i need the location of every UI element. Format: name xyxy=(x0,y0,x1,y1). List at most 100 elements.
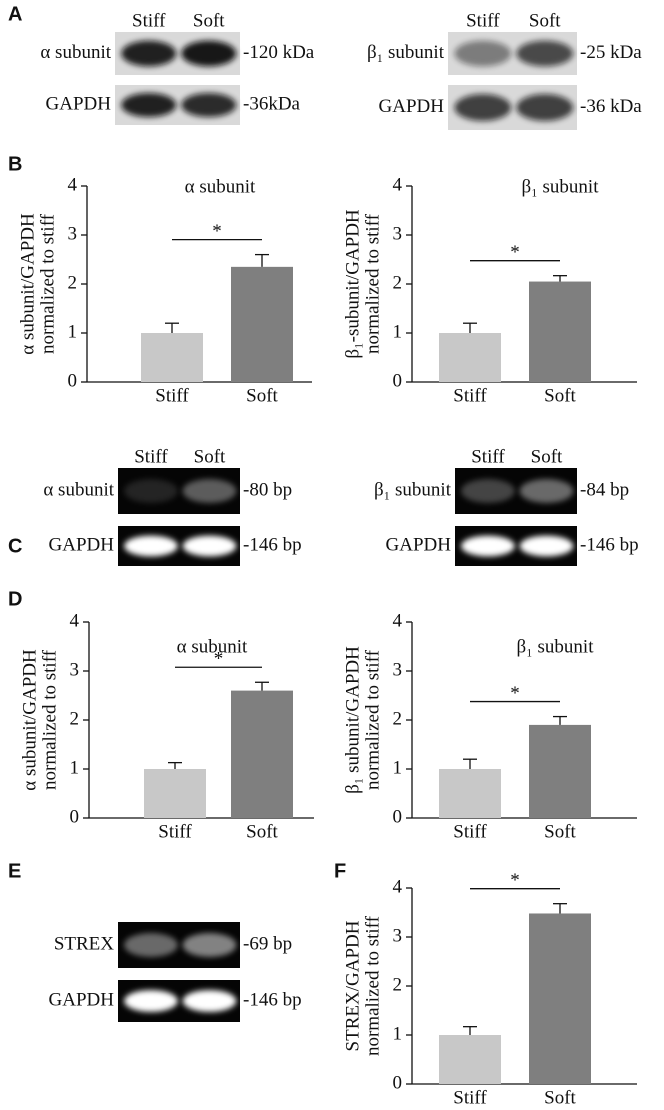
band xyxy=(461,535,515,557)
y-tick-label: 3 xyxy=(68,223,78,244)
error-bar xyxy=(463,1026,477,1035)
y-tick-label: 1 xyxy=(68,321,78,342)
bar xyxy=(141,333,203,382)
band xyxy=(124,535,178,557)
error-bar xyxy=(463,322,477,333)
y-tick-label: 0 xyxy=(393,1072,403,1093)
size-label: -120 kDa xyxy=(243,42,315,63)
error-bar xyxy=(553,903,567,914)
lane-label: Stiff xyxy=(471,446,505,467)
x-tick-label: Soft xyxy=(544,1087,576,1108)
band xyxy=(454,94,512,121)
size-label: -36kDa xyxy=(243,93,301,114)
band xyxy=(124,933,178,957)
bar xyxy=(529,281,591,382)
row-label: α subunit xyxy=(40,42,111,63)
y-tick-label: 0 xyxy=(70,806,80,827)
error-bar xyxy=(165,322,179,333)
band xyxy=(461,479,515,503)
x-tick-label: Soft xyxy=(246,821,278,842)
x-tick-label: Soft xyxy=(544,385,576,406)
y-tick-label: 3 xyxy=(393,659,403,680)
y-tick-label: 1 xyxy=(393,321,403,342)
y-axis-label: β₁-subunit/GAPDH xyxy=(342,209,363,359)
size-label: -69 bp xyxy=(243,933,292,954)
significance-mark: * xyxy=(510,242,520,263)
y-axis-label: normalized to stiff xyxy=(362,915,383,1056)
error-bar xyxy=(553,715,567,725)
chart-title: α subunit xyxy=(185,176,256,197)
y-tick-label: 4 xyxy=(393,174,403,195)
row-label: GAPDH xyxy=(49,989,115,1010)
panel-label: A xyxy=(8,3,22,25)
x-tick-label: Stiff xyxy=(453,385,487,406)
band xyxy=(516,40,574,67)
y-tick-label: 2 xyxy=(68,272,78,293)
band xyxy=(519,535,574,557)
band xyxy=(182,990,237,1012)
y-tick-label: 1 xyxy=(393,757,403,778)
error-bar xyxy=(168,761,182,769)
y-tick-label: 0 xyxy=(393,370,403,391)
bar xyxy=(439,769,501,818)
y-axis-label: normalized to stiff xyxy=(39,649,60,790)
chart-title: β₁ subunit xyxy=(522,176,600,197)
lane-label: Stiff xyxy=(134,446,168,467)
lane-label: Stiff xyxy=(132,10,166,31)
x-tick-label: Stiff xyxy=(158,821,192,842)
band xyxy=(121,93,177,117)
error-bar xyxy=(255,681,269,691)
panel-label: E xyxy=(8,860,21,882)
row-label: GAPDH xyxy=(386,534,452,555)
y-tick-label: 3 xyxy=(393,925,403,946)
y-tick-label: 4 xyxy=(393,610,403,631)
band xyxy=(181,93,237,117)
band xyxy=(182,933,237,957)
y-tick-label: 3 xyxy=(393,223,403,244)
lane-label: Stiff xyxy=(466,10,500,31)
y-tick-label: 4 xyxy=(68,174,78,195)
size-label: -146 bp xyxy=(243,989,302,1010)
bar xyxy=(144,769,206,818)
significance-mark: * xyxy=(510,683,520,704)
lane-label: Soft xyxy=(529,10,561,31)
row-label: β₁ subunit xyxy=(374,479,452,500)
bar xyxy=(439,333,501,382)
chart-title: α subunit xyxy=(177,636,248,657)
x-tick-label: Stiff xyxy=(453,1087,487,1108)
y-axis-label: normalized to stiff xyxy=(362,649,383,790)
y-axis-label: β₁ subunit/GAPDH xyxy=(342,646,363,794)
size-label: -84 bp xyxy=(580,479,629,500)
significance-mark: * xyxy=(510,870,520,891)
bar xyxy=(529,724,591,818)
bar xyxy=(439,1035,501,1084)
y-tick-label: 2 xyxy=(70,708,80,729)
lane-label: Soft xyxy=(531,446,563,467)
x-tick-label: Soft xyxy=(544,821,576,842)
y-axis-label: STREX/GAPDH xyxy=(342,920,363,1051)
error-bar xyxy=(463,758,477,769)
size-label: -146 bp xyxy=(243,534,302,555)
significance-mark: * xyxy=(214,649,224,670)
y-axis-label: normalized to stiff xyxy=(37,213,58,354)
band xyxy=(182,535,237,557)
y-tick-label: 2 xyxy=(393,974,403,995)
row-label: STREX xyxy=(54,933,114,954)
y-axis-label: normalized to stiff xyxy=(362,213,383,354)
y-tick-label: 2 xyxy=(393,708,403,729)
band xyxy=(124,990,178,1012)
y-tick-label: 4 xyxy=(70,610,80,631)
row-label: α subunit xyxy=(43,479,114,500)
row-label: GAPDH xyxy=(379,96,445,117)
bar xyxy=(231,266,293,382)
size-label: -80 bp xyxy=(243,479,292,500)
band xyxy=(121,40,177,67)
lane-label: Soft xyxy=(194,446,226,467)
band xyxy=(454,40,512,67)
size-label: -146 bp xyxy=(580,534,639,555)
bar xyxy=(529,913,591,1084)
x-tick-label: Soft xyxy=(246,385,278,406)
y-tick-label: 2 xyxy=(393,272,403,293)
y-axis-label: α subunit/GAPDH xyxy=(17,213,38,355)
